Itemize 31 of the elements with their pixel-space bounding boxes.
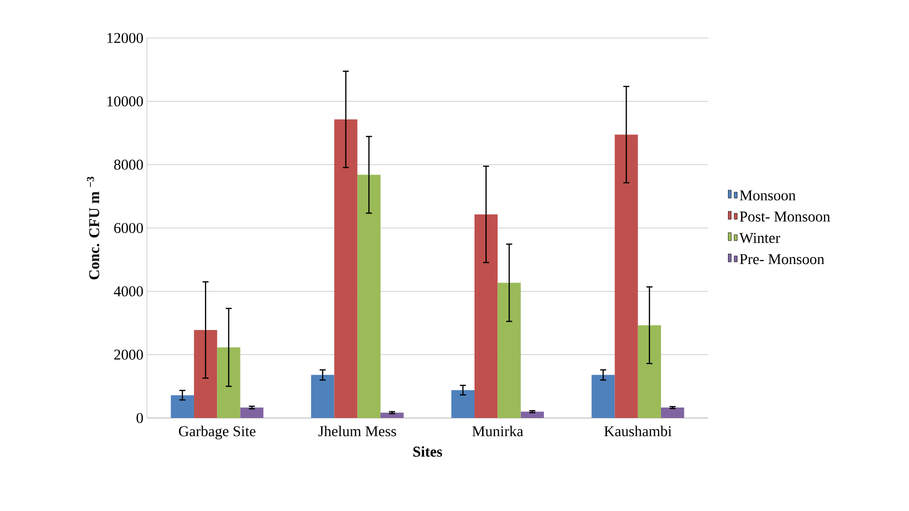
bar (380, 412, 404, 418)
legend-label: Pre- Monsoon (740, 254, 824, 264)
y-tick-label: 8000 (114, 160, 143, 170)
y-tick-label: 10000 (107, 96, 143, 106)
legend-label: Post- Monsoon (740, 212, 830, 222)
x-tick-label: Jhelum Mess (318, 426, 396, 436)
bar (592, 374, 615, 418)
x-tick-label: Garbage Site (178, 426, 256, 440)
bar (451, 390, 474, 418)
bar (170, 395, 194, 418)
x-tick-label: Munirka (472, 426, 524, 436)
y-axis-title: Conc. CFU m $^{−3}$ (86, 176, 100, 280)
y-tick-label: 2000 (114, 350, 143, 360)
bar (661, 408, 684, 418)
legend-label: Monsoon (740, 190, 796, 200)
y-tick-label: 4000 (114, 286, 143, 296)
bar (474, 214, 498, 418)
x-tick-label: Kaushambi (604, 426, 672, 436)
bar (638, 325, 662, 418)
bar (357, 174, 381, 418)
bar (520, 412, 544, 418)
bar (614, 134, 638, 418)
y-tick-label: 0 (136, 412, 143, 424)
y-tick-label: 12000 (107, 32, 143, 44)
bar (240, 408, 264, 418)
bar (334, 119, 358, 418)
bar (498, 282, 521, 418)
bar (311, 374, 334, 418)
legend-label: Winter (739, 232, 780, 244)
y-tick-label: 6000 (114, 222, 143, 234)
x-axis-title: Sites (413, 446, 442, 457)
